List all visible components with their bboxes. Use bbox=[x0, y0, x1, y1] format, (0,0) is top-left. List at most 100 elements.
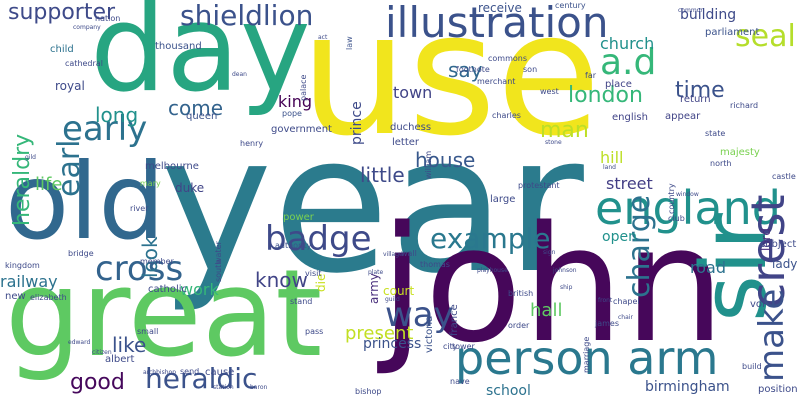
cloud-word: lady bbox=[772, 257, 798, 271]
cloud-word: member bbox=[140, 257, 174, 266]
cloud-word: club bbox=[668, 214, 685, 223]
cloud-word: a.d bbox=[600, 42, 657, 83]
cloud-word: king bbox=[278, 92, 313, 111]
cloud-word: johnson bbox=[553, 267, 577, 274]
cloud-word: north bbox=[710, 159, 732, 168]
cloud-word: catholic bbox=[148, 284, 188, 295]
cloud-word: guild bbox=[385, 296, 400, 303]
cloud-word: henry bbox=[240, 139, 264, 148]
cloud-word: queen bbox=[186, 111, 218, 122]
cloud-word: small bbox=[137, 327, 159, 336]
cloud-word: child bbox=[50, 44, 74, 55]
cloud-word: government bbox=[271, 124, 332, 135]
cloud-word: chair bbox=[618, 314, 633, 321]
cloud-word: court bbox=[383, 284, 415, 298]
cloud-word: illustration bbox=[385, 0, 609, 47]
cloud-word: wall bbox=[401, 249, 417, 258]
cloud-word: pope bbox=[282, 109, 302, 118]
cloud-word: merchant bbox=[477, 77, 516, 86]
cloud-word: station bbox=[213, 384, 234, 391]
cloud-word: royal bbox=[55, 79, 85, 93]
cloud-word: open bbox=[602, 229, 637, 245]
cloud-word: appear bbox=[665, 111, 701, 122]
cloud-word: elizabeth bbox=[30, 293, 67, 302]
cloud-word: street bbox=[606, 174, 653, 193]
cloud-word: long bbox=[95, 103, 139, 127]
cloud-word: edward bbox=[68, 339, 91, 346]
cloud-word: albert bbox=[105, 354, 135, 365]
cloud-word: pass bbox=[305, 327, 324, 336]
cloud-word: early bbox=[62, 109, 148, 149]
cloud-word: century bbox=[555, 1, 586, 10]
cloud-word: england bbox=[595, 181, 781, 235]
cloud-word: hall bbox=[530, 300, 563, 321]
cloud-word: duchess bbox=[390, 122, 432, 133]
cloud-word: day bbox=[90, 0, 311, 119]
cloud-word: cathedral bbox=[65, 59, 103, 68]
cloud-word: come bbox=[168, 96, 224, 120]
cloud-word: country bbox=[667, 183, 676, 214]
cloud-word: nation bbox=[95, 14, 121, 23]
cloud-word: receive bbox=[478, 1, 522, 15]
cloud-word: charles bbox=[492, 111, 521, 120]
cloud-word: cross bbox=[95, 249, 184, 289]
cloud-word: heraldry bbox=[10, 133, 35, 226]
cloud-word: power bbox=[283, 212, 314, 223]
cloud-word: railway bbox=[0, 272, 58, 291]
cloud-word: shieldlion bbox=[180, 0, 314, 32]
cloud-word: road bbox=[690, 258, 726, 277]
cloud-word: kingdom bbox=[5, 261, 40, 270]
cloud-word: building bbox=[680, 7, 737, 23]
cloud-word: supporter bbox=[8, 0, 116, 25]
cloud-word: west bbox=[540, 87, 559, 96]
cloud-word: vol bbox=[750, 299, 765, 310]
cloud-word: citizen bbox=[92, 349, 112, 356]
cloud-word: village bbox=[383, 251, 403, 258]
cloud-word: british bbox=[508, 289, 534, 298]
cloud-word: footnote bbox=[456, 65, 490, 74]
cloud-word: richard bbox=[730, 101, 759, 110]
cloud-word: window bbox=[676, 191, 699, 198]
cloud-word: return bbox=[680, 94, 711, 105]
cloud-word: army bbox=[367, 272, 381, 304]
cloud-word: law bbox=[345, 36, 354, 51]
cloud-word: hill bbox=[600, 148, 624, 167]
cloud-word: large bbox=[490, 194, 516, 205]
cloud-word: tower bbox=[452, 342, 475, 351]
cloud-word: great bbox=[5, 245, 323, 384]
cloud-word: sign bbox=[543, 249, 556, 256]
cloud-word: authority bbox=[275, 241, 312, 250]
cloud-word: visit bbox=[305, 269, 322, 278]
cloud-word: river bbox=[130, 204, 149, 213]
cloud-word: bridge bbox=[68, 249, 94, 258]
cloud-word: protestant bbox=[518, 181, 560, 190]
cloud-word: charge bbox=[622, 194, 657, 298]
cloud-word: plate bbox=[368, 269, 384, 276]
cloud-word: work bbox=[180, 280, 219, 299]
cloud-word: seal bbox=[735, 19, 796, 54]
cloud-word: example bbox=[430, 222, 551, 255]
cloud-word: company bbox=[73, 24, 101, 31]
cloud-word: school bbox=[486, 383, 531, 399]
cloud-word: nave bbox=[450, 377, 470, 386]
cloud-word: state bbox=[705, 129, 726, 138]
cloud-word: person arm bbox=[455, 331, 719, 385]
cloud-word: common bbox=[678, 7, 705, 14]
cloud-word: son bbox=[523, 65, 538, 74]
cloud-word: duke bbox=[175, 181, 205, 195]
cloud-word: commons bbox=[488, 54, 528, 63]
cloud-word: know bbox=[255, 268, 308, 292]
cloud-word: land bbox=[603, 164, 616, 171]
cloud-word: mary bbox=[140, 179, 161, 188]
cloud-word: far bbox=[585, 71, 597, 80]
cloud-word: build bbox=[742, 362, 762, 371]
cloud-word: marriage bbox=[582, 337, 591, 374]
cloud-word: castle bbox=[772, 172, 796, 181]
cloud-word: time bbox=[675, 78, 725, 103]
cloud-word: stone bbox=[545, 139, 562, 146]
cloud-word: say bbox=[448, 58, 483, 82]
cloud-word: man bbox=[540, 118, 589, 143]
cloud-word: victoria bbox=[424, 315, 435, 353]
cloud-word: house bbox=[415, 148, 476, 172]
